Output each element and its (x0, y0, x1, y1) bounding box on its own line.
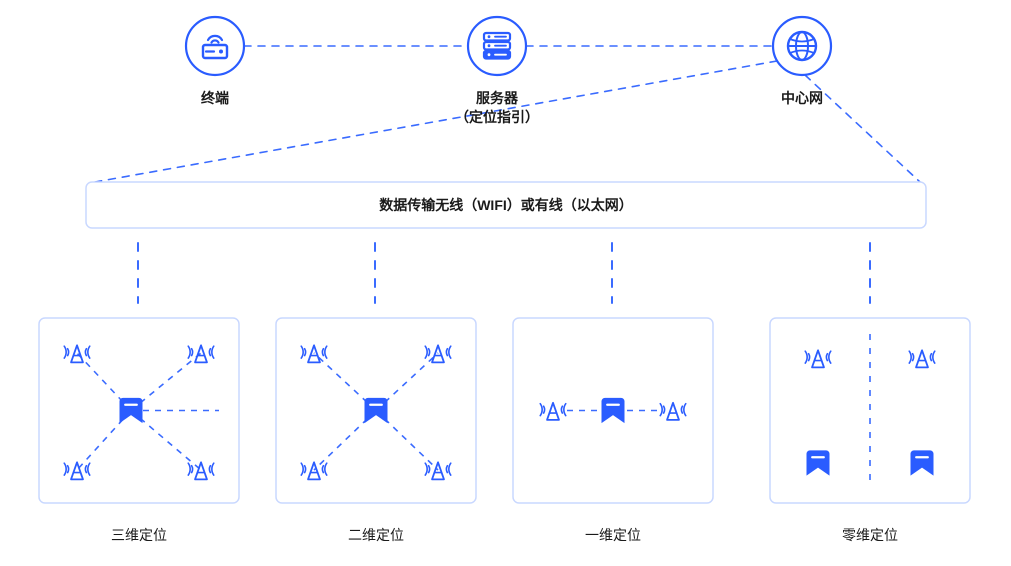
panel-1d (513, 318, 713, 503)
transport-box-label: 数据传输无线（WIFI）或有线（以太网） (379, 197, 633, 213)
top-node-server: 服务器 （定位指引） (455, 17, 539, 125)
panel-label: 三维定位 (111, 527, 167, 543)
top-node-label: 终端 (201, 90, 229, 106)
top-node-label: 中心网 (781, 90, 823, 106)
panel-label: 一维定位 (585, 527, 641, 543)
panel-0d (770, 318, 970, 503)
transport-box: 数据传输无线（WIFI）或有线（以太网） (86, 182, 926, 228)
top-node-terminal: 终端 (186, 17, 244, 106)
panel-2d (276, 318, 476, 503)
panel-label: 零维定位 (842, 527, 898, 543)
panel-3d (39, 318, 239, 503)
top-node-label: 服务器 (476, 90, 519, 106)
top-node-sublabel: （定位指引） (455, 109, 539, 125)
panel-label: 二维定位 (348, 527, 404, 543)
top-node-center: 中心网 (773, 17, 831, 106)
